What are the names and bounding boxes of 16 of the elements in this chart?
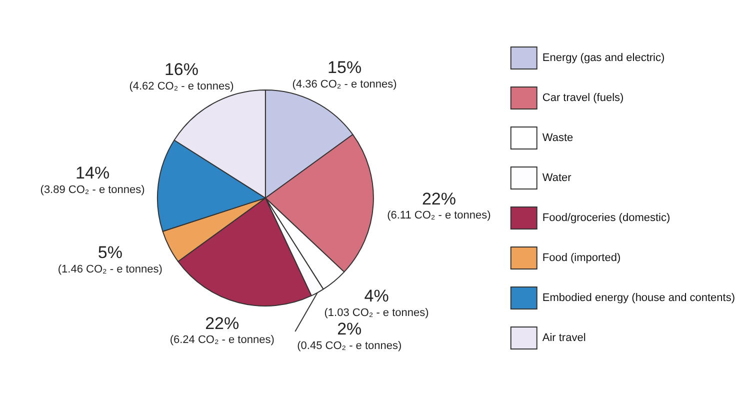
data-label: 22% (6.11 CO₂ - e tonnes)	[387, 189, 491, 222]
legend-label: Food/groceries (domestic)	[542, 212, 670, 224]
data-label: 22% (6.24 CO₂ - e tonnes)	[170, 314, 274, 346]
legend-label: Embodied energy (house and contents)	[542, 292, 735, 304]
legend-label: Air travel	[542, 332, 586, 344]
legend-label: Food (imported)	[542, 252, 621, 264]
data-label: 15% (4.36 CO₂ - e tonnes)	[292, 58, 397, 91]
data-label: 16% (4.62 CO₂ - e tonnes)	[129, 60, 234, 93]
legend-label: Waste	[542, 132, 574, 144]
data-label: 5% (1.46 CO₂ - e tonnes)	[58, 243, 162, 276]
data-label: 2% (0.45 CO₂ - e tonnes)	[297, 320, 402, 352]
legend-label: Water	[542, 172, 572, 184]
data-label: 14% (3.89 CO₂ - e tonnes)	[40, 163, 145, 196]
legend-label: Car travel (fuels)	[542, 92, 624, 104]
legend-label: Energy (gas and electric)	[542, 52, 665, 64]
data-label: 4% (1.03 CO₂ - e tonnes)	[324, 286, 429, 319]
